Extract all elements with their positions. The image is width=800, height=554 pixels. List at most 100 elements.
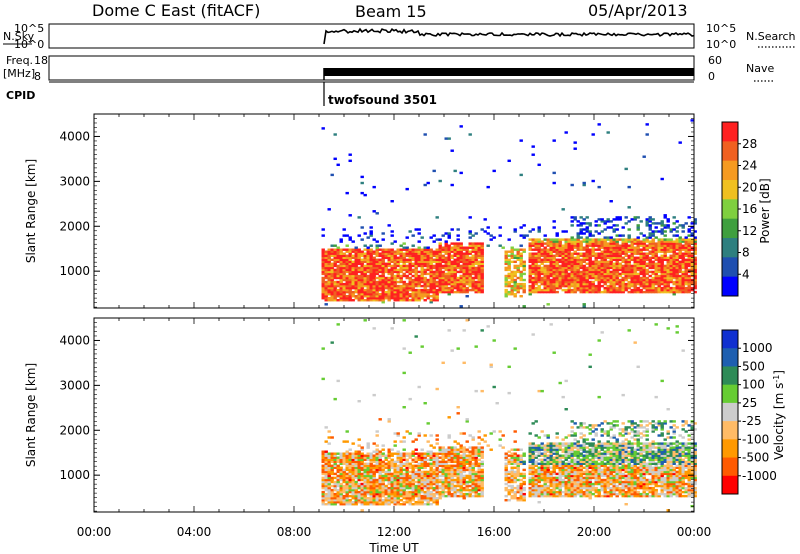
power-cell — [423, 183, 427, 187]
vel-cell — [441, 472, 445, 476]
power-cell — [402, 264, 406, 268]
vel-cell — [465, 454, 469, 457]
power-cell — [687, 264, 691, 268]
power-cell — [330, 293, 334, 296]
vel-cell — [564, 486, 568, 490]
vel-cell — [369, 452, 373, 455]
power-cell — [651, 250, 655, 253]
power-cell — [348, 274, 352, 278]
vel-cell — [321, 458, 325, 462]
power-cell — [456, 238, 460, 241]
power-cell — [684, 278, 688, 282]
vel-cell — [393, 482, 397, 486]
power-cell — [378, 266, 382, 270]
power-cell — [327, 254, 331, 258]
power-cell — [534, 264, 538, 268]
power-cell — [615, 288, 619, 292]
power-cell — [366, 260, 370, 264]
power-cell — [684, 288, 688, 292]
vel-cell — [420, 474, 424, 478]
power-cell — [327, 293, 331, 296]
power-cell — [504, 268, 508, 272]
power-cell — [663, 240, 667, 243]
power-cell — [579, 264, 583, 268]
power-colorbar-segment — [722, 141, 738, 162]
vel-cell — [399, 464, 403, 468]
power-cell — [639, 252, 643, 255]
power-cell — [588, 260, 592, 264]
vel-cell — [537, 454, 541, 457]
vel-cell — [564, 468, 568, 472]
vel-cell — [474, 460, 478, 464]
vel-cell — [390, 490, 394, 494]
vel-cell — [417, 486, 421, 490]
power-cell — [417, 252, 421, 255]
power-cell — [384, 278, 388, 282]
vel-cell — [405, 486, 409, 490]
power-cell — [591, 276, 595, 280]
power-cell — [420, 252, 424, 255]
power-cell — [468, 242, 472, 245]
vel-cell — [387, 418, 391, 421]
vel-cell — [360, 474, 364, 478]
power-cell — [363, 278, 367, 282]
vel-cell — [357, 458, 361, 462]
power-cell — [633, 242, 637, 245]
vel-cell — [471, 458, 475, 462]
vel-cell — [471, 450, 475, 453]
vel-cell — [339, 503, 343, 506]
vel-cell — [405, 466, 409, 470]
power-cell — [387, 293, 391, 296]
vel-cell — [339, 497, 343, 500]
power-cell — [408, 252, 412, 255]
vel-cell — [375, 497, 379, 500]
vel-cell — [549, 478, 553, 482]
power-cell — [378, 299, 382, 302]
power-cell — [387, 262, 391, 266]
vel-cell — [354, 482, 358, 486]
vel-cell — [369, 470, 373, 474]
power-cell — [648, 246, 652, 249]
vel-cell — [420, 497, 424, 500]
power-cell — [627, 240, 631, 243]
power-cell — [666, 218, 670, 221]
power-cell — [534, 268, 538, 272]
vel-cell — [375, 444, 379, 447]
power-cell — [681, 226, 685, 229]
power-cell — [372, 185, 376, 189]
power-cell — [372, 238, 376, 241]
vel-cell — [363, 497, 367, 500]
power-cell — [618, 284, 622, 288]
vel-cell — [327, 499, 331, 502]
vel-cell — [426, 462, 430, 466]
vel-cell — [528, 480, 532, 484]
power-cell — [405, 282, 409, 286]
power-cell — [444, 286, 448, 290]
vel-cell — [558, 484, 562, 488]
vel-cell — [339, 488, 343, 492]
power-cell — [477, 280, 481, 284]
vel-cell — [471, 482, 475, 486]
vel-cell — [369, 454, 373, 457]
power-cell — [465, 266, 469, 270]
power-cell — [540, 290, 544, 294]
vel-cell — [321, 470, 325, 474]
power-cell — [576, 236, 580, 239]
power-cell — [687, 276, 691, 280]
power-cell — [582, 258, 586, 262]
power-cell — [633, 262, 637, 266]
vel-cell — [519, 472, 523, 476]
power-cell — [330, 284, 334, 288]
vel-cell — [546, 490, 550, 494]
power-cell — [354, 260, 358, 264]
vel-cell — [360, 446, 364, 449]
power-cell — [654, 226, 658, 229]
power-cell — [393, 260, 397, 264]
power-cell — [636, 246, 640, 249]
vel-cell — [564, 448, 568, 451]
power-cell — [519, 226, 523, 229]
power-cell — [549, 284, 553, 288]
power-cell — [327, 256, 331, 260]
vel-cell — [381, 490, 385, 494]
power-cell — [666, 224, 670, 227]
